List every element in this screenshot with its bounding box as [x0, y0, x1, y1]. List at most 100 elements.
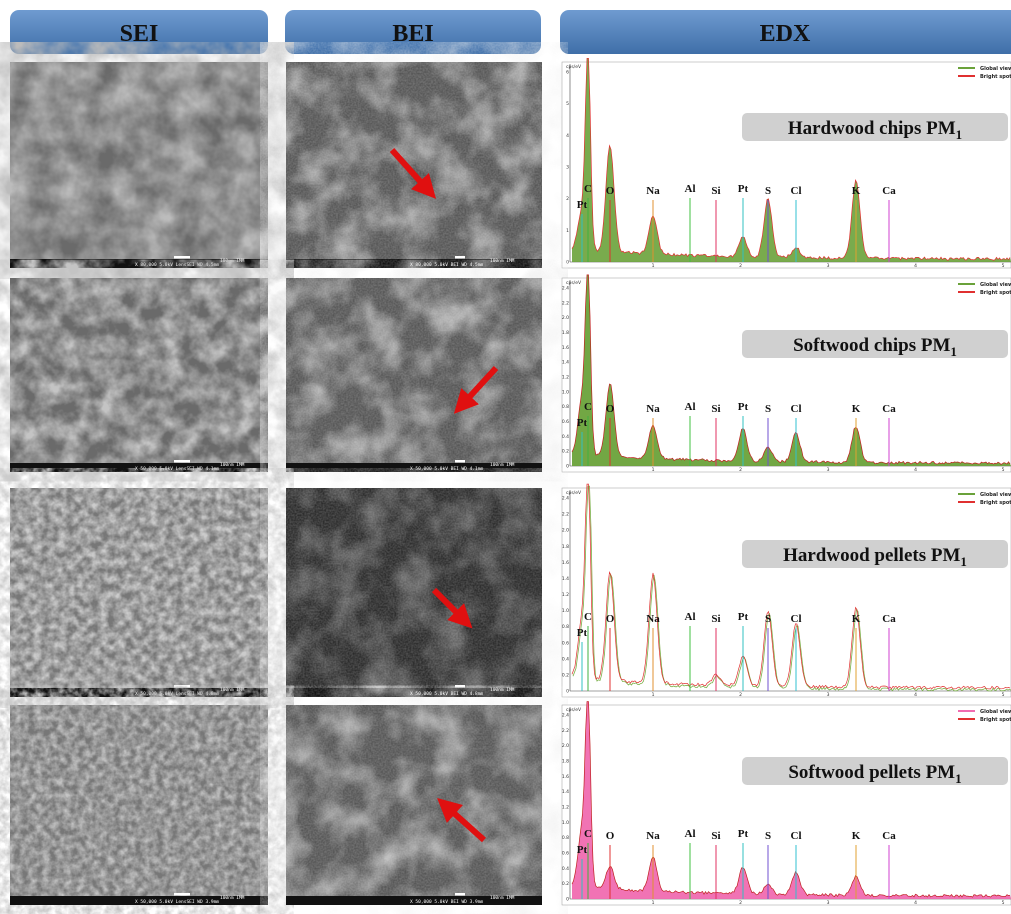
scale-label: 100nm IMM	[220, 258, 245, 264]
element-label: Al	[685, 183, 696, 195]
element-label: S	[765, 830, 771, 842]
y-tick-label: 0.8	[562, 835, 569, 841]
x-tick-label: 1	[652, 263, 655, 269]
sample-label-text: Hardwood chips PM	[788, 118, 956, 139]
y-tick-label: 2.4	[562, 496, 569, 502]
y-tick-label: 0.8	[562, 404, 569, 410]
element-label: Cl	[791, 403, 802, 415]
plot-bg	[562, 488, 1011, 697]
scale-label: 100nm IMM	[220, 462, 245, 468]
legend-label: Global view	[980, 66, 1011, 72]
legend-label: Global view	[980, 492, 1011, 498]
y-tick-label: 2.4	[562, 286, 569, 292]
scale-label: 100nm IMM	[490, 895, 515, 901]
element-label: K	[852, 403, 861, 415]
image-caption: X 50,000 5.0kV LensSEI WD 4.1mm	[135, 466, 219, 472]
element-label: S	[765, 613, 771, 625]
legend-label: Global view	[980, 709, 1011, 715]
sample-label: Softwood chips PM1	[793, 335, 957, 359]
element-label: S	[765, 403, 771, 415]
element-label: O	[606, 830, 615, 842]
element-label: Si	[711, 403, 720, 415]
element-label: K	[852, 185, 861, 197]
sample-label-text: Softwood pellets PM	[788, 762, 955, 783]
scale-bar	[174, 685, 190, 688]
y-tick-label: 1.2	[562, 805, 569, 811]
image-caption: X 80,000 5.0kV BEI WD 4.5mm	[410, 262, 483, 268]
y-tick-label: 0.2	[562, 881, 569, 887]
scale-bar	[455, 460, 465, 463]
x-tick-label: 2	[739, 692, 742, 698]
element-label: Na	[646, 830, 660, 842]
y-tick-label: 0.6	[562, 640, 569, 646]
sample-label-text: Softwood chips PM	[793, 335, 950, 356]
sample-label-text: Hardwood pellets PM	[783, 545, 960, 566]
x-tick-label: 3	[827, 263, 830, 269]
y-tick-label: 4	[566, 133, 569, 139]
element-label: Si	[711, 185, 720, 197]
element-label: Ca	[882, 403, 896, 415]
y-tick-label: 1.2	[562, 592, 569, 598]
y-tick-label: 2.0	[562, 315, 569, 321]
element-label: Si	[711, 613, 720, 625]
element-label: K	[852, 613, 861, 625]
y-tick-label: 1.8	[562, 330, 569, 336]
element-label: Pt	[738, 611, 749, 623]
scale-label: 100nm IMM	[490, 258, 515, 264]
y-tick-label: 0.4	[562, 656, 569, 662]
image-noise	[286, 62, 542, 259]
scale-bar	[174, 460, 190, 463]
scale-bar	[455, 685, 465, 688]
element-label: C	[584, 611, 592, 623]
x-tick-label: 3	[827, 900, 830, 906]
scale-bar	[455, 256, 465, 259]
scale-label: 100nm IMM	[220, 687, 245, 693]
y-tick-label: 1.4	[562, 360, 569, 366]
element-label: K	[852, 830, 861, 842]
element-label: Pt	[577, 844, 588, 856]
scale-bar	[174, 893, 190, 896]
element-label: C	[584, 401, 592, 413]
x-tick-label: 5	[1002, 263, 1005, 269]
y-tick-label: 2.4	[562, 713, 569, 719]
element-label: Pt	[577, 627, 588, 639]
y-unit: cps/eV	[566, 707, 582, 713]
y-tick-label: 0	[566, 897, 569, 903]
element-label: Ca	[882, 185, 896, 197]
scale-label: 100nm IMM	[490, 462, 515, 468]
bei-image: 100nm IMMX 50,000 5.0kV BEI WD 4.8mm	[286, 488, 542, 697]
element-label: Cl	[791, 185, 802, 197]
y-tick-label: 1.4	[562, 576, 569, 582]
legend-label: Bright spot	[980, 717, 1011, 723]
image-texture	[10, 488, 268, 688]
image-texture	[10, 705, 268, 896]
element-label: Ca	[882, 830, 896, 842]
y-tick-label: 3	[566, 165, 569, 171]
y-tick-label: 0	[566, 689, 569, 695]
y-tick-label: 1.6	[562, 560, 569, 566]
bei-image: 100nm IMMX 50,000 5.0kV BEI WD 4.1mm	[286, 278, 542, 472]
y-tick-label: 1.8	[562, 544, 569, 550]
y-tick-label: 1.2	[562, 375, 569, 381]
plot-bg	[562, 705, 1011, 905]
y-tick-label: 0.6	[562, 851, 569, 857]
edx-spectrum: cps/eV00.20.40.60.81.01.21.41.61.82.02.2…	[562, 484, 1011, 698]
header-bar: SEI BEI EDX	[10, 10, 1011, 54]
sample-label-subscript: 1	[955, 771, 962, 786]
element-label: C	[584, 828, 592, 840]
sample-label-subscript: 1	[960, 554, 967, 569]
y-tick-label: 1	[566, 228, 569, 234]
y-tick-label: 0	[566, 464, 569, 470]
element-label: Pt	[738, 828, 749, 840]
element-label: O	[606, 185, 615, 197]
sample-label-subscript: 1	[956, 127, 963, 142]
x-tick-label: 1	[652, 467, 655, 473]
element-label: Al	[685, 401, 696, 413]
x-tick-label: 3	[827, 692, 830, 698]
y-unit: cps/eV	[566, 64, 582, 70]
y-tick-label: 1.0	[562, 608, 569, 614]
element-label: Na	[646, 613, 660, 625]
x-tick-label: 5	[1002, 900, 1005, 906]
header-sei: SEI	[120, 21, 159, 47]
